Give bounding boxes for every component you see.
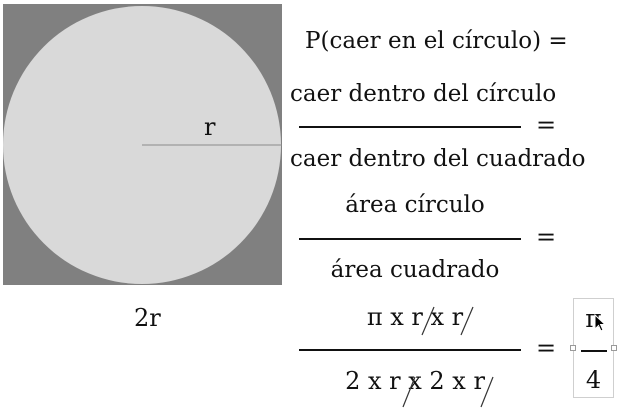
fraction3-numerator: π x r x r [366,303,464,331]
cancel-stroke-den-2 [480,376,494,408]
fraction2-denominator: área cuadrado [330,257,500,283]
fraction3-bar [299,349,521,351]
cancel-stroke-num-1 [421,306,435,336]
fraction3-denominator: 2 x r x 2 x r [345,367,485,395]
mouse-pointer-icon [594,314,607,332]
result-fraction-bar [581,350,607,352]
diameter-label: 2r [134,304,161,332]
cancellation-strokes [402,306,494,408]
fraction2-numerator: área círculo [345,192,485,218]
result-fraction-box[interactable] [573,298,614,398]
result-denominator: 4 [585,366,602,394]
fraction1-bar [299,126,521,128]
equals-sign-2: = [536,223,557,251]
radius-label: r [204,113,216,141]
equals-sign-3: = [536,334,557,362]
equals-sign-1: = [536,111,557,139]
cancel-stroke-num-2 [460,306,474,336]
probability-heading: P(caer en el círculo) = [305,28,568,54]
cancel-stroke-den-1 [402,376,416,408]
fraction1-numerator: caer dentro del círculo [290,81,557,107]
fraction1-denominator: caer dentro del cuadrado [290,146,586,172]
square-with-circle-figure [3,4,282,285]
fraction2-bar [299,238,521,240]
resize-handle-left[interactable] [570,345,576,351]
resize-handle-right[interactable] [611,345,617,351]
